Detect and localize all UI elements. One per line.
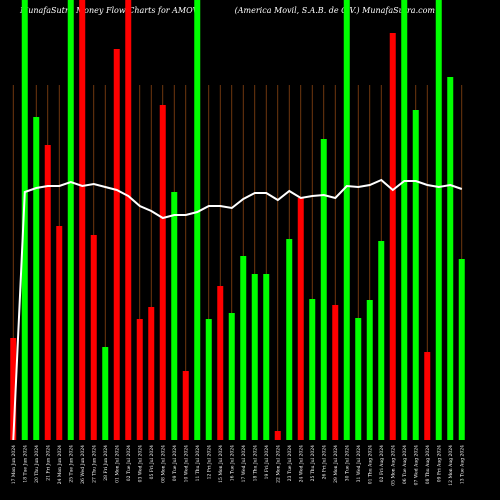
x-tick-label: 01 Thu Aug 2024 — [367, 445, 373, 484]
bar — [389, 33, 396, 440]
bar — [412, 110, 419, 440]
bar — [125, 0, 132, 440]
x-tick-label: 05 Mon Aug 2024 — [390, 445, 396, 486]
bar — [309, 299, 316, 440]
bar — [67, 0, 74, 440]
bar — [90, 235, 97, 440]
x-tick-label: 18 Tue Jun 2024 — [22, 445, 28, 483]
x-tick-label: 17 Wed Jul 2024 — [241, 445, 247, 483]
x-tick-label: 30 Tue Jul 2024 — [344, 445, 350, 481]
x-tick-label: 08 Mon Jul 2024 — [160, 445, 166, 483]
x-tick-label: 28 Fri Jun 2024 — [103, 445, 109, 481]
bar — [355, 318, 362, 440]
x-tick-label: 26 Fri Jul 2024 — [321, 445, 327, 479]
bar — [79, 0, 86, 440]
x-tick-label: 19 Fri Jul 2024 — [264, 445, 270, 479]
x-tick-label: 20 Thu Jun 2024 — [34, 445, 40, 483]
bar — [102, 347, 109, 440]
x-tick-label: 23 Tue Jul 2024 — [287, 445, 293, 481]
x-tick-label: 31 Wed Jul 2024 — [356, 445, 362, 483]
bar — [320, 139, 327, 440]
bar — [10, 338, 17, 440]
x-tick-label: 16 Tue Jul 2024 — [229, 445, 235, 481]
x-tick-label: 25 Thu Jul 2024 — [310, 445, 316, 482]
x-tick-label: 18 Thu Jul 2024 — [252, 445, 258, 482]
x-tick-label: 17 Mon Jun 2024 — [11, 445, 17, 484]
bar — [240, 256, 247, 440]
x-tick-label: 25 Tue Jun 2024 — [68, 445, 74, 483]
bar — [182, 371, 189, 440]
bar — [274, 431, 281, 440]
bar — [251, 274, 258, 440]
x-tick-label: 12 Mon Aug 2024 — [448, 445, 454, 486]
x-tick-label: 29 Mon Jul 2024 — [333, 445, 339, 483]
x-tick-label: 08 Thu Aug 2024 — [425, 445, 431, 484]
bar — [447, 77, 454, 440]
bar — [458, 259, 465, 440]
x-tick-label: 22 Mon Jul 2024 — [275, 445, 281, 483]
x-tick-label: 09 Tue Jul 2024 — [172, 445, 178, 481]
bar — [171, 192, 178, 440]
bar — [378, 241, 385, 440]
bar — [343, 0, 350, 440]
x-tick-label: 21 Fri Jun 2024 — [45, 445, 51, 481]
bar — [44, 145, 51, 440]
bar — [424, 352, 431, 440]
bar — [136, 319, 143, 440]
bar — [33, 117, 40, 440]
x-tick-label: 06 Tue Aug 2024 — [402, 445, 408, 484]
bar — [113, 49, 120, 440]
x-tick-label: 01 Mon Jul 2024 — [114, 445, 120, 483]
x-tick-label: 26 Wed Jun 2024 — [80, 445, 86, 484]
x-tick-label: 24 Mon Jun 2024 — [57, 445, 63, 484]
bar — [286, 239, 293, 440]
bar — [366, 300, 373, 440]
x-tick-label: 15 Mon Jul 2024 — [218, 445, 224, 483]
bar — [148, 307, 155, 440]
x-tick-label: 10 Wed Jul 2024 — [183, 445, 189, 483]
bar — [332, 305, 339, 440]
bar — [21, 0, 28, 440]
x-tick-label: 02 Tue Jul 2024 — [126, 445, 132, 481]
bar — [297, 198, 304, 440]
x-tick-label: 11 Thu Jul 2024 — [195, 445, 201, 482]
chart-title: MunafaSutra Money Flow Charts for AMOV — [19, 6, 200, 15]
chart-subtitle: (America Movil, S.A.B. de C.V.) MunafaSu… — [235, 6, 436, 15]
bar — [217, 286, 224, 440]
bar — [194, 0, 201, 440]
x-tick-label: 03 Wed Jul 2024 — [137, 445, 143, 483]
x-tick-label: 07 Wed Aug 2024 — [413, 445, 419, 485]
bar — [56, 226, 63, 440]
bar — [159, 105, 166, 440]
x-tick-label: 09 Fri Aug 2024 — [436, 445, 442, 482]
x-tick-label: 02 Fri Aug 2024 — [379, 445, 385, 482]
bar — [205, 319, 212, 440]
bar — [263, 274, 270, 440]
x-tick-label: 05 Fri Jul 2024 — [149, 445, 155, 479]
x-tick-label: 13 Tue Aug 2024 — [459, 445, 465, 484]
x-tick-label: 27 Thu Jun 2024 — [91, 445, 97, 483]
bar — [228, 313, 235, 440]
x-tick-label: 12 Fri Jul 2024 — [206, 445, 212, 479]
bar — [435, 0, 442, 440]
money-flow-line — [12, 178, 463, 441]
x-tick-label: 24 Wed Jul 2024 — [298, 445, 304, 483]
bar — [401, 0, 408, 440]
